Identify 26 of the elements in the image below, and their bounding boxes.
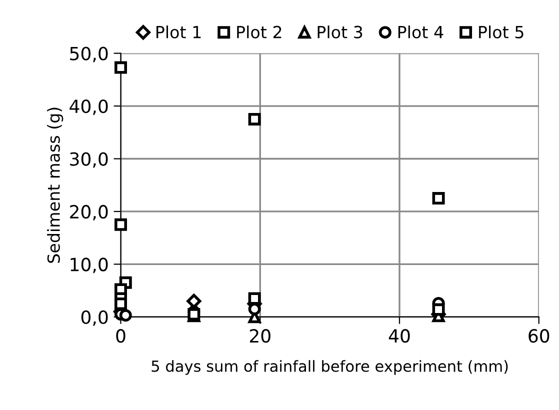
point [188, 308, 200, 321]
legend-label: Plot 4 [398, 26, 444, 38]
y-tick-label: 20,0 [70, 204, 108, 220]
point [114, 218, 127, 231]
point [432, 192, 445, 205]
x-tick-label: 0 [116, 329, 126, 343]
point [114, 61, 127, 74]
point [432, 303, 445, 316]
legend-label: Plot 5 [479, 26, 524, 38]
x-tick-label: 20 [250, 329, 270, 343]
y-tick-label: 50,0 [70, 46, 108, 62]
point [186, 294, 202, 308]
y-tick-label: 40,0 [70, 99, 108, 115]
legend-label: Plot 3 [318, 26, 362, 38]
x-axis-title: 5 days sum of rainfall before experiment (mm) [152, 360, 508, 375]
legend-label: Plot 1 [156, 26, 201, 38]
x-tick-label: 40 [388, 329, 410, 343]
y-tick-label: 10,0 [70, 258, 108, 274]
x-tick-label: 60 [528, 329, 550, 343]
legend-label: Plot 2 [237, 26, 282, 38]
y-axis-title: Sediment mass (g) [47, 108, 64, 263]
point [114, 297, 127, 310]
point [248, 112, 261, 126]
point [248, 292, 261, 305]
y-tick-label: 0,0 [81, 310, 108, 326]
y-tick-label: 30,0 [70, 152, 108, 168]
